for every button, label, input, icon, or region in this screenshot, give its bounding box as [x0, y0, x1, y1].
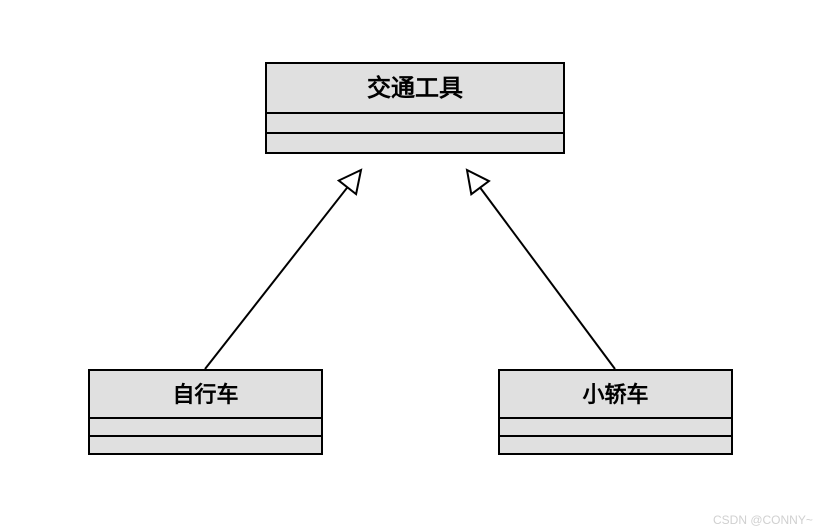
uml-node-child-right-section-2 — [500, 437, 731, 455]
uml-node-parent-title: 交通工具 — [267, 64, 563, 114]
watermark-text: CSDN @CONNY~ — [713, 513, 813, 527]
uml-node-child-right: 小轿车 — [498, 369, 733, 455]
uml-node-child-right-section-1 — [500, 419, 731, 437]
edge-right — [467, 170, 615, 369]
uml-node-child-left-section-2 — [90, 437, 321, 455]
uml-node-parent-section-2 — [267, 134, 563, 154]
uml-node-child-left-section-1 — [90, 419, 321, 437]
uml-node-child-left: 自行车 — [88, 369, 323, 455]
edge-left — [205, 170, 361, 369]
uml-node-parent-section-1 — [267, 114, 563, 134]
uml-node-child-right-title: 小轿车 — [500, 371, 731, 419]
uml-node-parent: 交通工具 — [265, 62, 565, 154]
uml-node-child-left-title: 自行车 — [90, 371, 321, 419]
